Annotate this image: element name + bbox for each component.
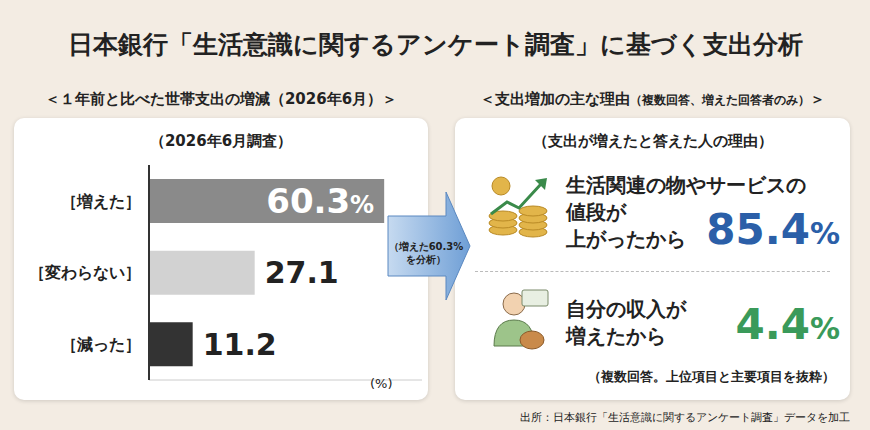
- html-text:出所：日本銀行「生活意識に関するアンケート調査」データを加工: 出所：日本銀行「生活意識に関するアンケート調査」データを加工: [520, 411, 850, 424]
- html-text:日本銀行「生活意識に関するアンケート調査」に基づく支出分析: 日本銀行「生活意識に関するアンケート調査」に基づく支出分析: [67, 30, 803, 59]
- svg-text:［減った］: ［減った］: [61, 335, 141, 354]
- html-text:＜１年前と比べた世帯支出の増減（2026年6月）＞: ＜１年前と比べた世帯支出の増減（2026年6月）＞: [44, 90, 398, 108]
- html-text:値段が: 値段が: [566, 200, 626, 224]
- html-text:＜支出増加の主な理由（複数回答、増えた回答者のみ）＞: ＜支出増加の主な理由（複数回答、増えた回答者のみ）＞: [480, 90, 825, 108]
- html-text:（2026年6月調査）: （2026年6月調査）: [149, 132, 293, 150]
- html-text:（複数回答。上位項目と主要項目を抜粋）: （複数回答。上位項目と主要項目を抜粋）: [588, 369, 835, 384]
- svg-text:27.1: 27.1: [265, 255, 339, 290]
- html-text:増えたから: 増えたから: [566, 324, 666, 348]
- svg-text:60.3%: 60.3%: [266, 181, 374, 221]
- html-text:85.4%: 85.4%: [706, 205, 840, 254]
- html-text:生活関連の物やサービスの: 生活関連の物やサービスの: [566, 173, 806, 197]
- svg-text:11.2: 11.2: [203, 327, 277, 362]
- html-text:自分の収入が: 自分の収入が: [566, 297, 686, 321]
- svg-text:［増えた］: ［増えた］: [61, 192, 141, 211]
- svg-text:［変わらない］: ［変わらない］: [29, 263, 141, 282]
- html-text:を分析）: を分析）: [406, 254, 446, 265]
- html-text:（増えた60.3%: （増えた60.3%: [388, 241, 464, 252]
- html-text:4.4%: 4.4%: [735, 300, 840, 349]
- html-text:（支出が増えたと答えた人の理由）: （支出が増えたと答えた人の理由）: [532, 132, 773, 150]
- html-text:上がったから: 上がったから: [566, 227, 686, 251]
